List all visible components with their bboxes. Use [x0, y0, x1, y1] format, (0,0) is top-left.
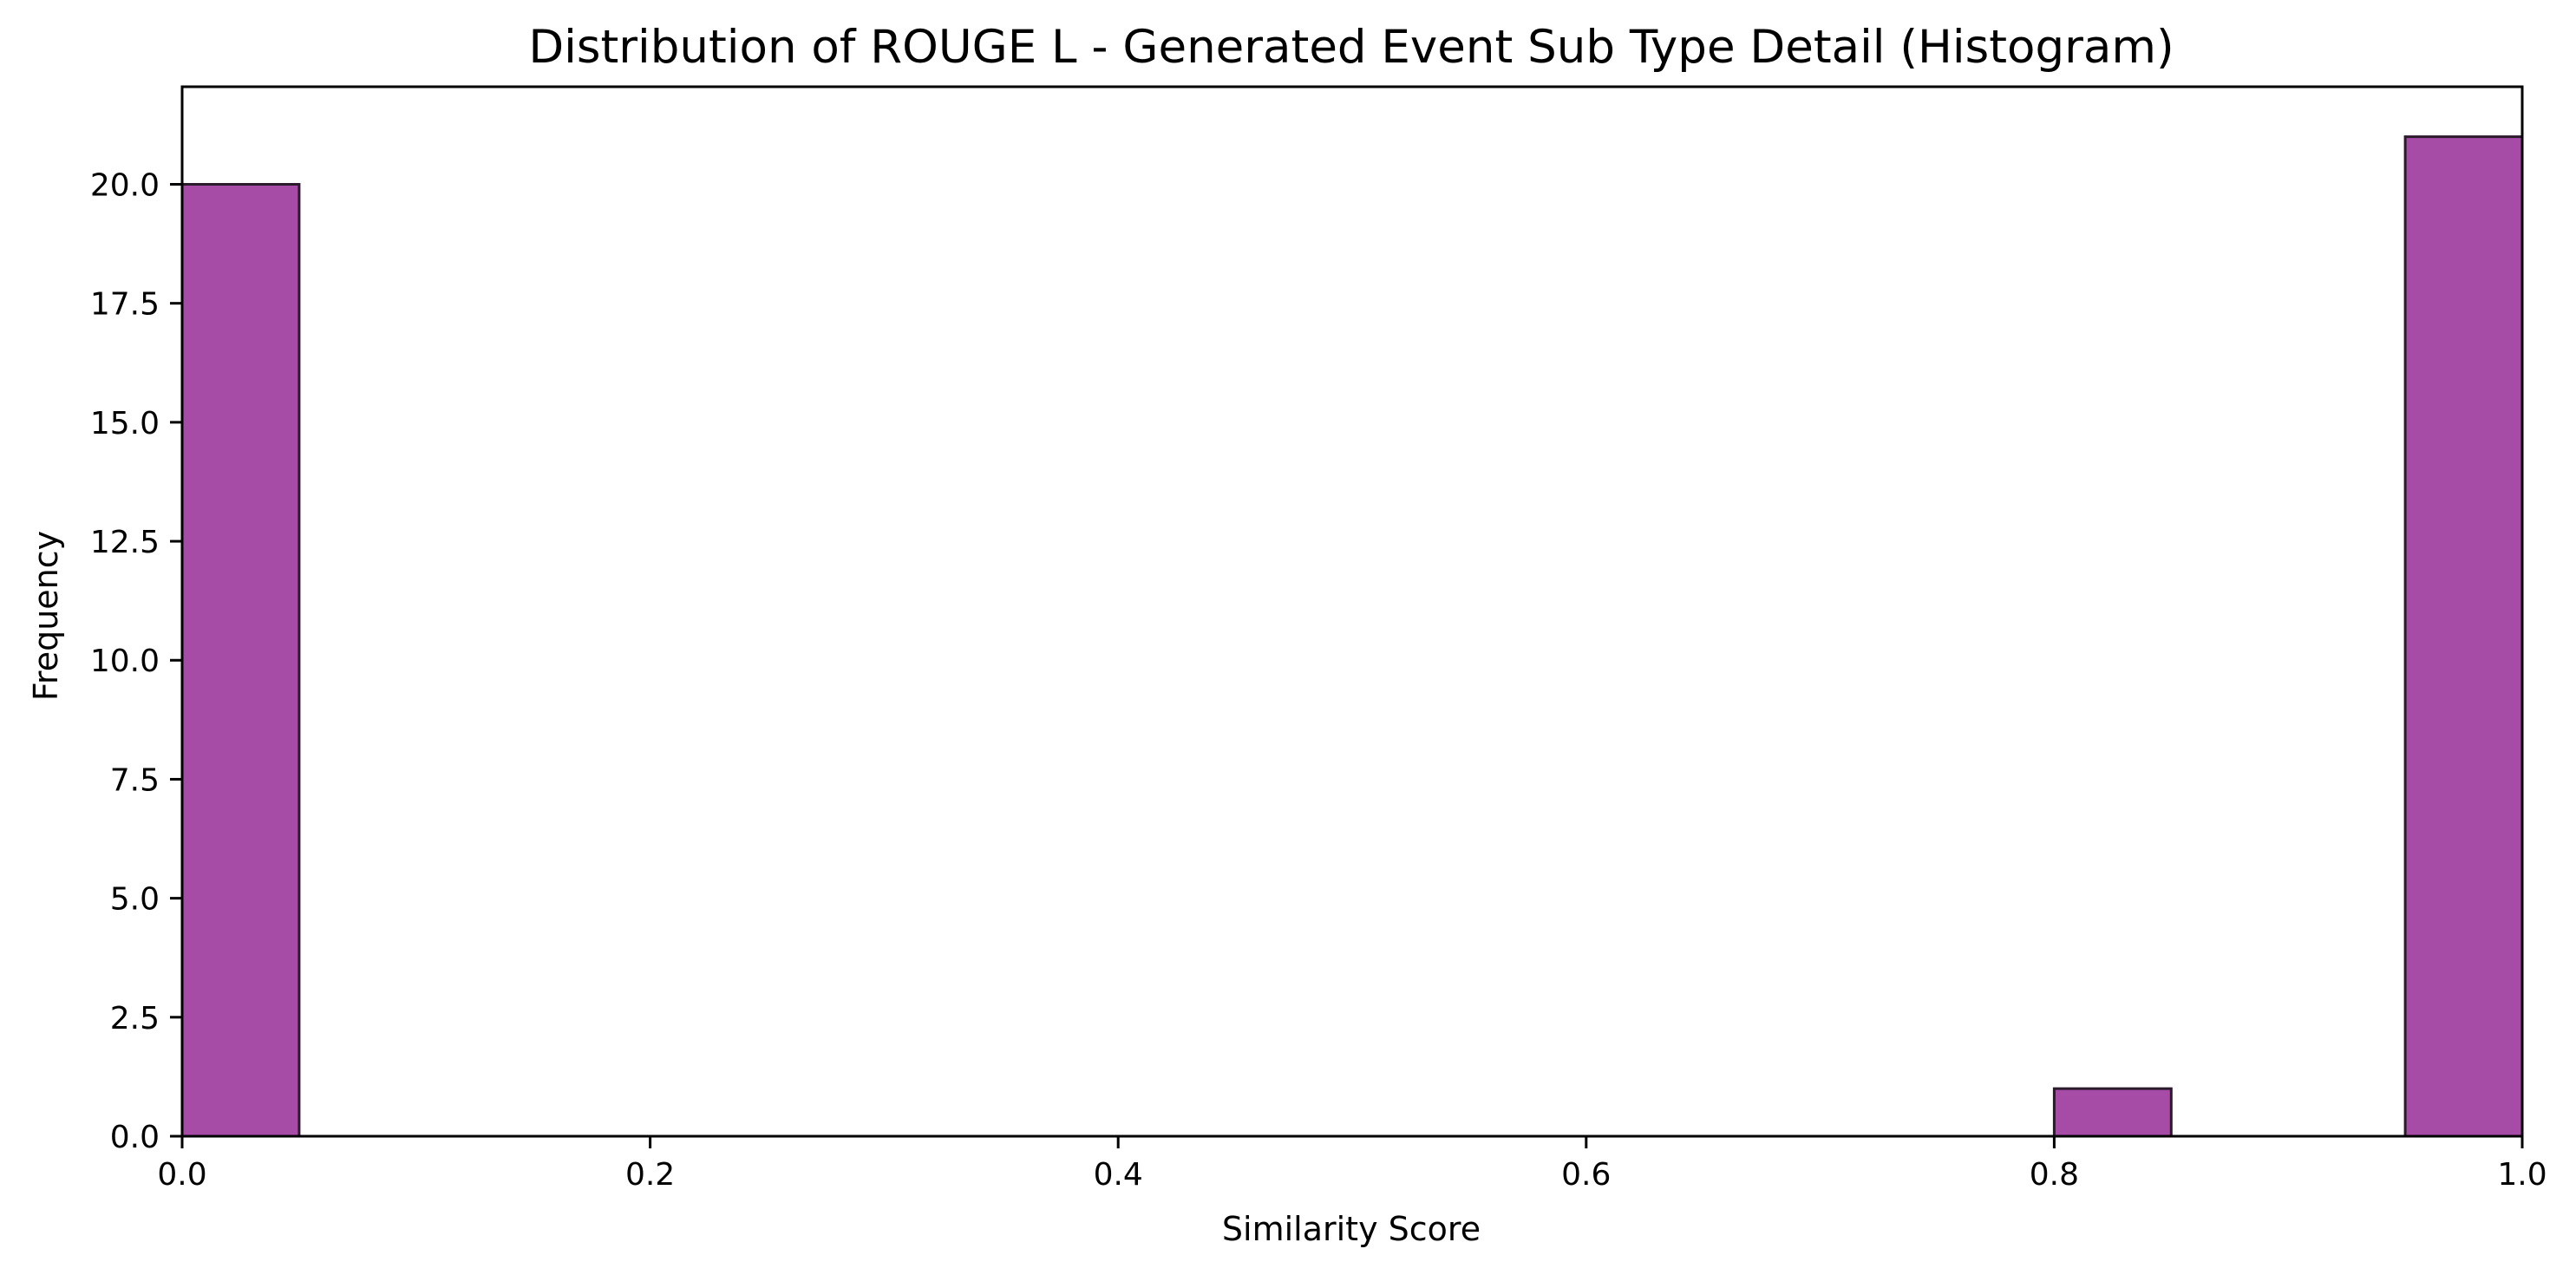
x-tick-label: 0.8 — [2030, 1157, 2079, 1193]
x-tick-label: 0.4 — [1094, 1157, 1143, 1193]
y-tick-label: 17.5 — [90, 287, 160, 323]
y-tick-label: 0.0 — [110, 1120, 160, 1155]
plot-area: 0.0 0.2 0.4 0.6 0.8 1.0 0.0 2.5 5.0 7.5 10.0 12.5 15… — [90, 85, 2547, 1193]
histogram-bar — [2052, 1087, 2173, 1138]
x-axis-label: Similarity Score — [1222, 1210, 1481, 1248]
y-axis-label: Frequency — [27, 531, 65, 701]
x-tick-label: 0.6 — [1561, 1157, 1611, 1193]
x-tick-label: 0.2 — [625, 1157, 675, 1193]
histogram-bar — [2403, 135, 2524, 1138]
x-tick-label: 1.0 — [2497, 1157, 2547, 1193]
histogram-bar — [180, 182, 301, 1138]
axes-frame — [180, 85, 2524, 1138]
y-tick-label: 12.5 — [90, 525, 160, 560]
y-tick-label: 5.0 — [110, 882, 160, 918]
y-tick-label: 7.5 — [110, 762, 160, 798]
y-tick-label: 20.0 — [90, 167, 160, 203]
y-tick-label: 10.0 — [90, 644, 160, 679]
y-tick-label: 15.0 — [90, 406, 160, 441]
x-tick-label: 0.0 — [157, 1157, 206, 1193]
y-tick-label: 2.5 — [110, 1001, 160, 1036]
chart-title: Distribution of ROUGE L - Generated Even… — [528, 21, 2174, 74]
